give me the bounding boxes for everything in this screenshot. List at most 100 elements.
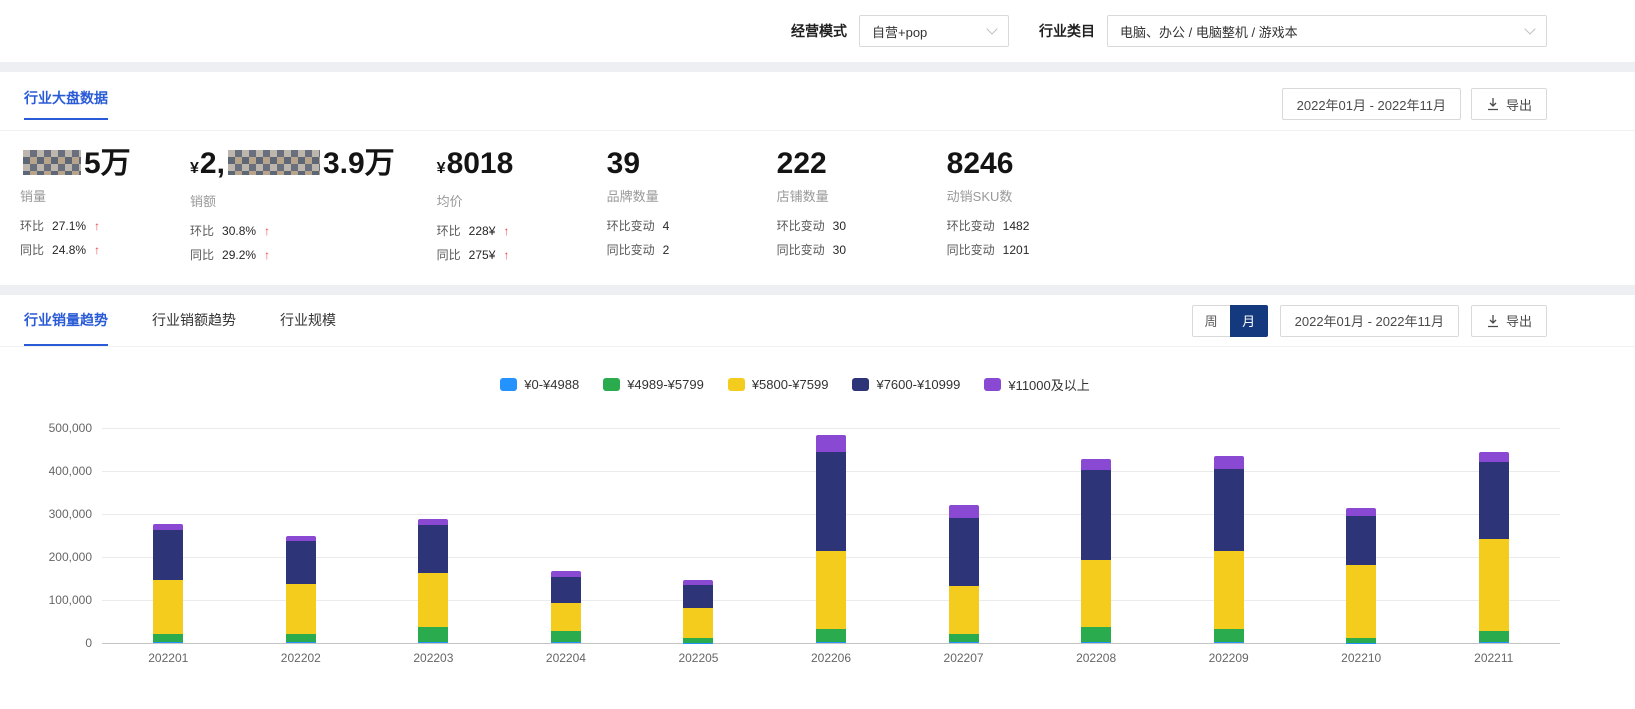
bar-segment bbox=[286, 634, 316, 643]
legend-item[interactable]: ¥0-¥4988 bbox=[500, 377, 579, 392]
kpi-metric-row: 环比变动4 bbox=[607, 217, 735, 234]
legend-swatch bbox=[603, 378, 620, 391]
metric-name: 同比 bbox=[437, 246, 461, 263]
bar-segment bbox=[153, 530, 183, 579]
arrow-up-icon: ↑ bbox=[94, 243, 100, 257]
bar-segment bbox=[1479, 642, 1509, 643]
x-tick-label: 202211 bbox=[1427, 651, 1560, 665]
metric-value: 30 bbox=[833, 219, 846, 233]
trend-date-range-button[interactable]: 2022年01月 - 2022年11月 bbox=[1280, 305, 1459, 337]
metric-value: 1201 bbox=[1003, 243, 1030, 257]
bar bbox=[1081, 459, 1111, 643]
period-button-1[interactable]: 月 bbox=[1230, 305, 1268, 337]
bar bbox=[1346, 508, 1376, 643]
kpi-metric-row: 同比29.2%↑ bbox=[190, 246, 395, 263]
legend-item[interactable]: ¥5800-¥7599 bbox=[728, 377, 829, 392]
category-select[interactable]: 电脑、办公 / 电脑整机 / 游戏本 bbox=[1107, 15, 1547, 47]
bar-segment bbox=[1214, 551, 1244, 630]
filter-bar: 经营模式 自营+pop 行业类目 电脑、办公 / 电脑整机 / 游戏本 bbox=[0, 0, 1635, 62]
tab-2[interactable]: 行业规模 bbox=[280, 295, 336, 346]
overview-export-button[interactable]: 导出 bbox=[1471, 88, 1547, 120]
chart-legend: ¥0-¥4988 ¥4989-¥5799 ¥5800-¥7599 ¥7600-¥109… bbox=[30, 375, 1560, 394]
kpi-card: 5万销量环比27.1%↑同比24.8%↑ bbox=[20, 147, 148, 263]
bar bbox=[153, 524, 183, 643]
overview-title[interactable]: 行业大盘数据 bbox=[24, 88, 108, 120]
category-select-value: 电脑、办公 / 电脑整机 / 游戏本 bbox=[1120, 22, 1298, 41]
mode-label: 经营模式 bbox=[791, 21, 847, 41]
kpi-label: 动销SKU数 bbox=[947, 186, 1075, 205]
chevron-down-icon bbox=[1524, 23, 1535, 34]
bar-segment bbox=[1346, 516, 1376, 565]
metric-name: 环比变动 bbox=[777, 217, 825, 234]
bar-segment bbox=[816, 642, 846, 643]
bar bbox=[418, 519, 448, 643]
kpi-value: 39 bbox=[607, 147, 735, 181]
legend-label: ¥11000及以上 bbox=[1008, 375, 1089, 394]
kpi-label: 品牌数量 bbox=[607, 186, 735, 205]
kpi-card: 39 品牌数量环比变动4 同比变动2 bbox=[607, 147, 735, 263]
download-icon bbox=[1486, 314, 1500, 328]
legend-item[interactable]: ¥7600-¥10999 bbox=[852, 377, 960, 392]
bar-segment bbox=[1081, 470, 1111, 560]
kpi-value-text: 2, bbox=[200, 147, 225, 180]
y-axis: 500,000400,000300,000200,000100,0000 bbox=[30, 428, 92, 643]
tab-1[interactable]: 行业销额趋势 bbox=[152, 295, 236, 346]
x-tick-label: 202202 bbox=[235, 651, 368, 665]
bar bbox=[286, 536, 316, 643]
y-tick-label: 0 bbox=[30, 636, 92, 650]
metric-value: 29.2% bbox=[222, 248, 256, 262]
bar-segment bbox=[551, 642, 581, 643]
kpi-value: ¥8018 bbox=[437, 147, 565, 186]
mode-select[interactable]: 自营+pop bbox=[859, 15, 1009, 47]
kpi-value-text: 8018 bbox=[447, 147, 514, 180]
bar-segment bbox=[949, 505, 979, 518]
bar-segment bbox=[286, 584, 316, 633]
bar bbox=[683, 580, 713, 643]
overview-header: 行业大盘数据 2022年01月 - 2022年11月 导出 bbox=[0, 72, 1635, 131]
x-tick-label: 202206 bbox=[765, 651, 898, 665]
bar-segment bbox=[1479, 631, 1509, 642]
tab-0[interactable]: 行业销量趋势 bbox=[24, 295, 108, 346]
x-tick-label: 202205 bbox=[632, 651, 765, 665]
metric-value: 30 bbox=[833, 243, 846, 257]
kpi-metric-row: 同比变动2 bbox=[607, 241, 735, 258]
bar-group bbox=[1295, 428, 1428, 643]
bar-segment bbox=[683, 608, 713, 638]
bar-segment bbox=[1081, 560, 1111, 627]
kpi-metric-row: 环比30.8%↑ bbox=[190, 222, 395, 239]
bar-group bbox=[1030, 428, 1163, 643]
bar-segment bbox=[153, 580, 183, 634]
metric-name: 环比变动 bbox=[947, 217, 995, 234]
period-button-0[interactable]: 周 bbox=[1192, 305, 1230, 337]
kpi-value-text: 5万 bbox=[84, 147, 131, 180]
trend-panel: 行业销量趋势行业销额趋势行业规模 周月 2022年01月 - 2022年11月 … bbox=[0, 295, 1635, 709]
x-tick-label: 202204 bbox=[500, 651, 633, 665]
y-tick-label: 400,000 bbox=[30, 464, 92, 478]
legend-item[interactable]: ¥4989-¥5799 bbox=[603, 377, 704, 392]
kpi-metric-row: 环比27.1%↑ bbox=[20, 217, 148, 234]
kpi-value-text: 222 bbox=[777, 147, 827, 180]
x-tick-label: 202201 bbox=[102, 651, 235, 665]
bar-segment bbox=[1214, 642, 1244, 643]
bar-group bbox=[235, 428, 368, 643]
arrow-up-icon: ↑ bbox=[264, 224, 270, 238]
kpi-metric-row: 同比24.8%↑ bbox=[20, 241, 148, 258]
overview-date-range-button[interactable]: 2022年01月 - 2022年11月 bbox=[1282, 88, 1461, 120]
bar-group bbox=[632, 428, 765, 643]
bar bbox=[816, 435, 846, 643]
legend-item[interactable]: ¥11000及以上 bbox=[984, 375, 1089, 394]
bar-segment bbox=[1346, 565, 1376, 638]
kpi-card: ¥8018均价环比228¥↑同比275¥↑ bbox=[437, 147, 565, 263]
bar-segment bbox=[816, 435, 846, 451]
metric-name: 环比 bbox=[437, 222, 461, 239]
bar-segment bbox=[816, 629, 846, 642]
bar-segment bbox=[153, 634, 183, 643]
bar-segment bbox=[1081, 459, 1111, 470]
trend-export-button[interactable]: 导出 bbox=[1471, 305, 1547, 337]
bar-group bbox=[765, 428, 898, 643]
sales-trend-chart: ¥0-¥4988 ¥4989-¥5799 ¥5800-¥7599 ¥7600-¥109… bbox=[0, 375, 1635, 665]
bar-segment bbox=[153, 642, 183, 643]
bar bbox=[949, 505, 979, 643]
kpi-value: ¥2,3.9万 bbox=[190, 147, 395, 186]
bar-segment bbox=[551, 577, 581, 604]
